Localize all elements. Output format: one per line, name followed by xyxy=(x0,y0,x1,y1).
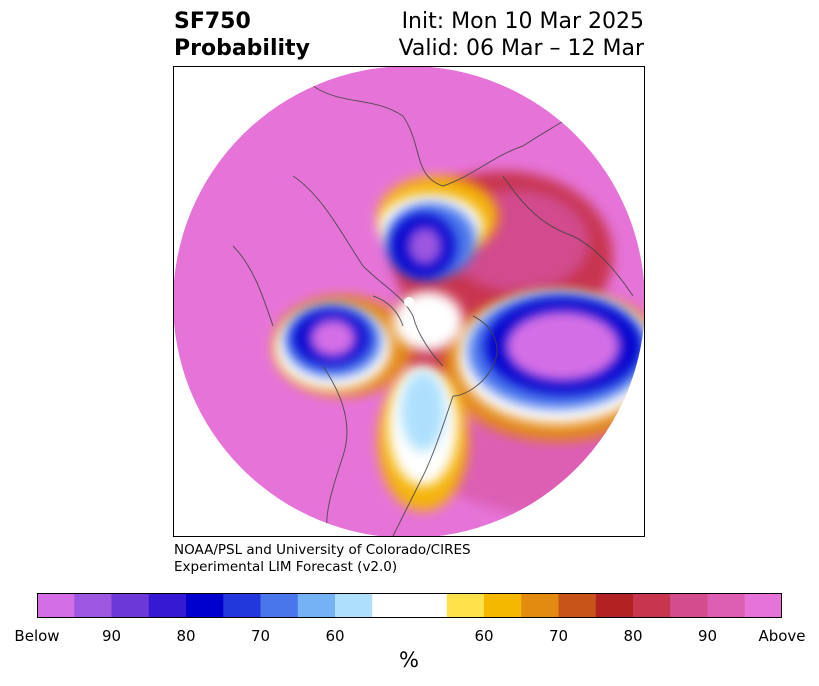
colorbar-swatch xyxy=(558,593,597,618)
colorbar-swatch xyxy=(409,593,448,618)
colorbar-swatch xyxy=(335,593,373,618)
colorbar-swatch xyxy=(260,593,299,618)
colorbar-swatch xyxy=(223,593,261,618)
title-line-1: SF750 xyxy=(174,9,251,34)
colorbar-swatch xyxy=(521,593,559,618)
valid-dates: Valid: 06 Mar – 12 Mar xyxy=(398,36,644,61)
colorbar-tick-label: 80 xyxy=(623,627,643,645)
colorbar-border xyxy=(37,593,782,618)
plot-dates: Init: Mon 10 Mar 2025 Valid: 06 Mar – 12… xyxy=(399,8,644,62)
colorbar-swatch xyxy=(707,593,746,618)
colorbar-tick-label: 90 xyxy=(101,627,122,645)
colorbar xyxy=(37,593,782,618)
colorbar-swatch xyxy=(37,593,75,618)
pole-marker xyxy=(404,297,414,307)
colorbar-swatch xyxy=(595,593,634,618)
colorbar-tick-label: 70 xyxy=(548,627,569,645)
colorbar-swatch xyxy=(111,593,150,618)
colorbar-tick-label: 60 xyxy=(474,627,494,645)
colorbar-tick-label: 60 xyxy=(325,627,345,645)
colorbar-tick-label: 70 xyxy=(250,627,271,645)
title-line-2: Probability xyxy=(174,36,310,61)
colorbar-swatch xyxy=(670,593,708,618)
credit-text: NOAA/PSL and University of Colorado/CIRE… xyxy=(174,542,471,576)
colorbar-swatch xyxy=(297,593,336,618)
colorbar-swatch xyxy=(74,593,112,618)
colorbar-swatch xyxy=(484,593,522,618)
colorbar-swatch xyxy=(446,593,485,618)
colorbar-swatch xyxy=(744,593,782,618)
plot-title: SF750 Probability xyxy=(174,8,310,62)
colorbar-tick-label: 90 xyxy=(697,627,718,645)
colorbar-tick-label: 80 xyxy=(176,627,196,645)
probability-field xyxy=(173,66,645,537)
init-date: Init: Mon 10 Mar 2025 xyxy=(401,9,644,34)
colorbar-swatch xyxy=(148,593,187,618)
colorbar-swatch xyxy=(633,593,671,618)
colorbar-tick-label: Above xyxy=(758,627,806,645)
colorbar-tick-label: Below xyxy=(14,627,60,645)
polar-map xyxy=(173,66,645,537)
credit-line-2: Experimental LIM Forecast (v2.0) xyxy=(174,559,398,575)
colorbar-swatch xyxy=(186,593,224,618)
credit-line-1: NOAA/PSL and University of Colorado/CIRE… xyxy=(174,542,471,558)
colorbar-swatch xyxy=(372,593,410,618)
colorbar-unit: % xyxy=(399,648,419,672)
